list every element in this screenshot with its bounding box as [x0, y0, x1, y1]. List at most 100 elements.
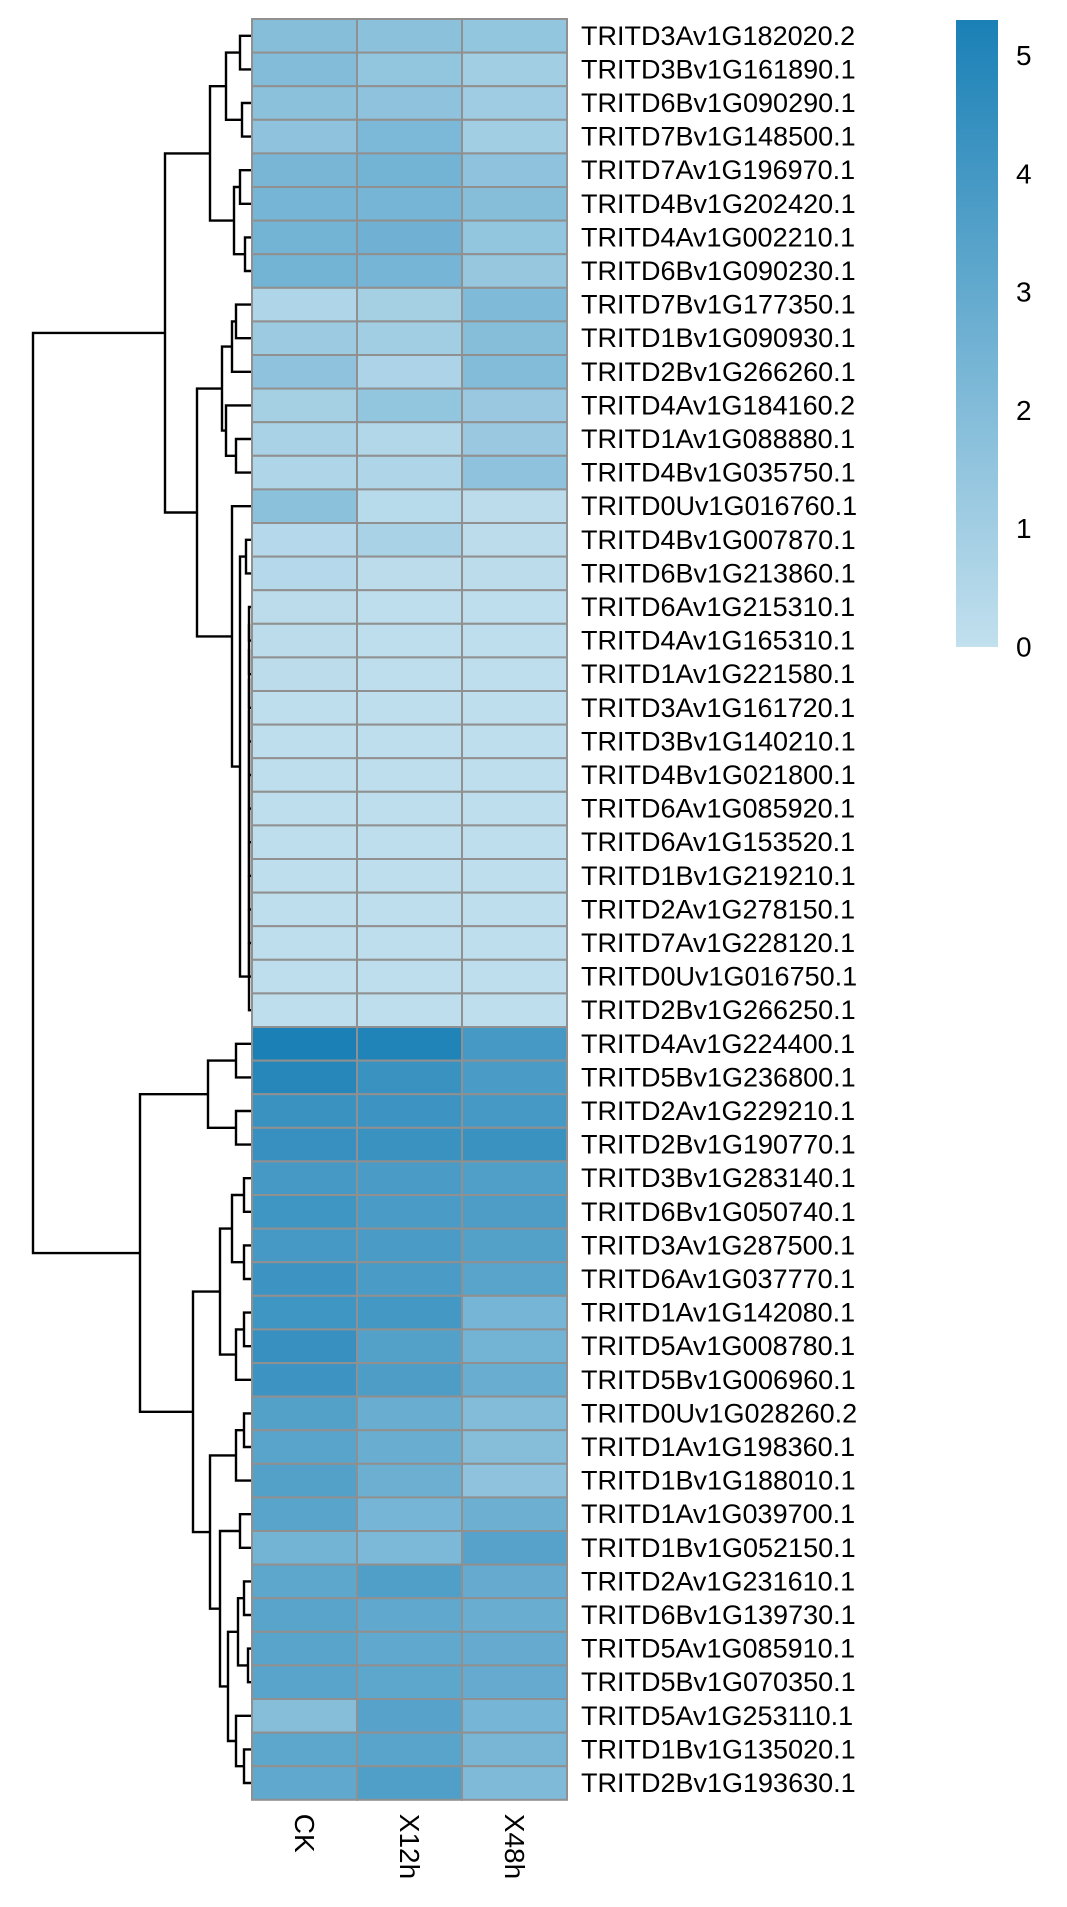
row-label: TRITD1Av1G221580.1 [581, 659, 855, 689]
heatmap-cell [251, 589, 358, 625]
row-label: TRITD2Av1G278150.1 [581, 894, 855, 924]
heatmap-cell [251, 1731, 358, 1768]
heatmap-cell [356, 1093, 463, 1129]
dendrogram-branch [206, 1059, 236, 1129]
heatmap-cell [251, 1160, 358, 1197]
heatmap-cell [251, 723, 358, 760]
heatmap-cell [461, 421, 568, 457]
heatmap-cell [251, 186, 358, 222]
legend-tick-label: 1 [1016, 513, 1032, 544]
row-label: TRITD4Bv1G035750.1 [581, 458, 856, 488]
row-label: TRITD0Uv1G028260.2 [581, 1398, 857, 1428]
row-label: TRITD1Av1G039700.1 [581, 1499, 855, 1529]
heatmap-cell [461, 219, 568, 256]
heatmap-cell [356, 85, 463, 121]
heatmap-cell [461, 51, 568, 88]
heatmap-cell [251, 219, 358, 256]
dendrogram-branch [242, 1412, 252, 1449]
dendrogram-branch [234, 1109, 252, 1146]
dendrogram-branch [242, 1311, 252, 1348]
dendrogram-branch [191, 1290, 220, 1534]
heatmap-cell [356, 1462, 463, 1499]
heatmap-cell [356, 1731, 463, 1768]
heatmap-cell [461, 18, 568, 54]
heatmap-cell [251, 488, 358, 524]
dendrogram-branch [234, 303, 252, 340]
row-label: TRITD5Bv1G236800.1 [581, 1062, 856, 1092]
heatmap-cell [356, 690, 463, 726]
heatmap-cell [356, 1328, 463, 1365]
legend-tick-label: 3 [1016, 277, 1032, 308]
column-labels: CK X12h X48h [289, 1814, 530, 1879]
heatmap-cell [356, 152, 463, 188]
heatmap-cell [356, 589, 463, 625]
dendrogram-branch [242, 1580, 252, 1617]
heatmap-cell [356, 1395, 463, 1432]
heatmap-cell [461, 1059, 568, 1096]
heatmap-cell [251, 1462, 358, 1499]
color-legend: 5 4 3 2 1 0 [956, 20, 1032, 663]
heatmap-cell [251, 555, 358, 592]
heatmap-cell [251, 757, 358, 793]
heatmap-cell [356, 1059, 463, 1096]
heatmap-cell [356, 1630, 463, 1667]
heatmap-cell [461, 824, 568, 861]
dendrogram-branch [234, 1042, 252, 1079]
heatmap-cell [251, 354, 358, 390]
heatmap-cell [251, 1328, 358, 1365]
heatmap-cell [461, 992, 568, 1029]
heatmap-cell [461, 1597, 568, 1633]
dendrogram-branch [238, 1513, 252, 1549]
heatmap-cell [356, 1496, 463, 1533]
row-label: TRITD0Uv1G016760.1 [581, 491, 857, 521]
heatmap-cells [251, 18, 568, 1801]
dendrogram-branch [242, 1244, 252, 1281]
heatmap-cell [356, 320, 463, 356]
dendrogram-branch [138, 1093, 208, 1414]
row-label: TRITD4Bv1G202420.1 [581, 189, 856, 219]
row-label: TRITD5Bv1G006960.1 [581, 1365, 856, 1395]
legend-tick-label: 5 [1016, 40, 1032, 71]
row-label: TRITD1Bv1G052150.1 [581, 1533, 856, 1563]
row-label: TRITD4Bv1G007870.1 [581, 525, 856, 555]
row-label: TRITD5Bv1G070350.1 [581, 1667, 856, 1697]
dendrogram-branch [218, 1227, 236, 1356]
heatmap-cell [251, 1294, 358, 1331]
dendrogram-branch [163, 152, 210, 514]
heatmap-cell [461, 152, 568, 188]
column-label: X48h [499, 1814, 530, 1879]
heatmap-cell [251, 1227, 358, 1264]
heatmap-cell [251, 958, 358, 995]
heatmap-cell [356, 1698, 463, 1734]
heatmap-cell [356, 51, 463, 88]
row-label: TRITD7Bv1G148500.1 [581, 122, 856, 152]
row-label: TRITD6Av1G153520.1 [581, 827, 855, 857]
heatmap-cell [251, 1698, 358, 1734]
dendrogram-branch [208, 85, 234, 222]
row-label: TRITD4Av1G224400.1 [581, 1029, 855, 1059]
heatmap-cell [461, 320, 568, 356]
row-label: TRITD6Bv1G090230.1 [581, 256, 856, 286]
heatmap-cell [461, 1294, 568, 1331]
heatmap-cell [356, 1261, 463, 1297]
row-label: TRITD1Bv1G135020.1 [581, 1734, 856, 1764]
row-label: TRITD2Bv1G190770.1 [581, 1130, 856, 1160]
heatmap-cell [461, 1765, 568, 1801]
heatmap-cell [251, 1563, 358, 1600]
heatmap-cell [356, 1126, 463, 1163]
legend-tick-label: 4 [1016, 158, 1032, 189]
row-label: TRITD4Av1G002210.1 [581, 222, 855, 252]
row-label: TRITD2Av1G231610.1 [581, 1566, 855, 1596]
row-label: TRITD3Bv1G140210.1 [581, 726, 856, 756]
heatmap-cell [461, 656, 568, 693]
heatmap-cell [461, 555, 568, 592]
heatmap-cell [356, 1765, 463, 1801]
heatmap-cell [356, 522, 463, 558]
heatmap-cell [251, 1026, 358, 1062]
row-label: TRITD7Bv1G177350.1 [581, 290, 856, 320]
dendrogram-branch [224, 404, 252, 457]
dendrogram-branch [238, 169, 252, 205]
heatmap-cell [461, 186, 568, 222]
